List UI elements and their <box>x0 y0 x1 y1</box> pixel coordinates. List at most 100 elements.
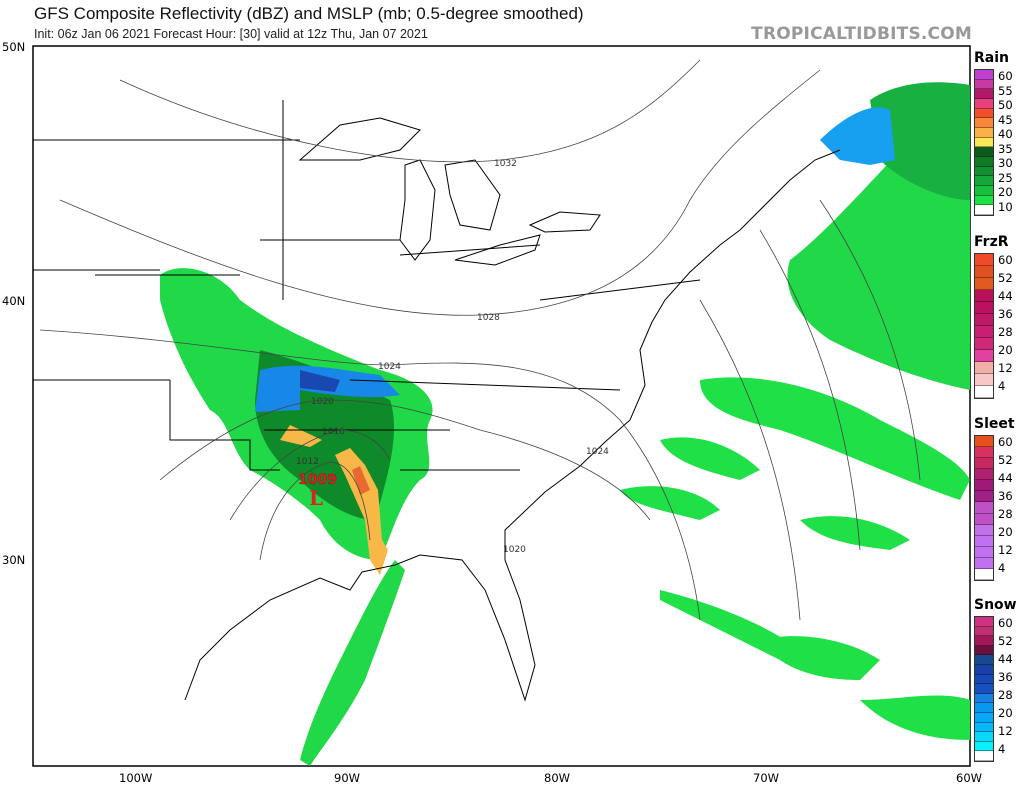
legend-swatch <box>975 137 993 148</box>
legend-swatch <box>975 186 993 196</box>
coastlines-and-borders <box>33 100 841 702</box>
lat-label: 30N <box>2 553 26 567</box>
legend-value: 20 <box>998 185 1013 199</box>
legend-swatch <box>975 664 993 675</box>
legend-value: 60 <box>998 69 1013 83</box>
lon-label: 80W <box>544 771 571 785</box>
legend-swatch <box>975 157 993 167</box>
lat-label: 50N <box>2 40 26 54</box>
legend-value: 44 <box>998 289 1013 303</box>
legend-value: 30 <box>998 156 1013 170</box>
legend-swatch <box>975 108 993 119</box>
legend-swatch <box>975 480 993 492</box>
legend-value: 60 <box>998 616 1013 630</box>
legend-color-bar <box>974 616 994 762</box>
legend-swatch <box>975 684 993 694</box>
legend-value: 28 <box>998 325 1013 339</box>
legend-swatch <box>975 266 993 278</box>
legend-value: 52 <box>998 634 1013 648</box>
map-title: GFS Composite Reflectivity (dBZ) and MSL… <box>34 4 584 23</box>
isobar-label: 1032 <box>494 159 517 169</box>
legend-title: Rain <box>974 50 1009 66</box>
legend-swatch <box>975 128 993 138</box>
legend-value: 52 <box>998 453 1013 467</box>
legend-value: 12 <box>998 543 1013 557</box>
legend-swatch <box>975 70 993 80</box>
legend-value: 28 <box>998 688 1013 702</box>
isobar-label: 1024 <box>586 447 609 457</box>
isobar-label: 1028 <box>477 313 500 323</box>
legend-swatch <box>975 557 993 569</box>
legend-swatch <box>975 176 993 187</box>
legend-value: 12 <box>998 361 1013 375</box>
site-watermark: TROPICALTIDBITS.COM <box>751 24 972 44</box>
legend-swatch <box>975 278 993 290</box>
lon-label: 60W <box>956 771 983 785</box>
legend-swatch <box>975 703 993 713</box>
legend-swatch <box>975 447 993 459</box>
legend-swatch <box>975 513 993 525</box>
snow-legend: Snow 60 52 44 36 28 20 12 4 <box>972 597 1024 762</box>
legend-swatch <box>975 751 993 761</box>
legend-value: 28 <box>998 507 1013 521</box>
legend-swatch <box>975 535 993 547</box>
legend-value: 60 <box>998 435 1013 449</box>
legend-swatch <box>975 722 993 733</box>
legend-value: 40 <box>998 127 1013 141</box>
legend-value: 25 <box>998 170 1013 185</box>
legend-swatch <box>975 436 993 448</box>
legend-swatch <box>975 617 993 627</box>
low-pressure-symbol: L <box>309 486 323 510</box>
rain-legend: Rain 60 55 50 45 40 35 30 25 20 10 <box>972 50 1024 216</box>
legend-value: 35 <box>998 141 1013 156</box>
legend-swatch <box>975 674 993 685</box>
legend-swatch <box>975 546 993 558</box>
legend-value: 44 <box>998 652 1013 666</box>
lon-label: 70W <box>753 771 780 785</box>
legend-swatch <box>975 195 993 206</box>
isobars <box>39 59 921 621</box>
legend-swatch <box>975 502 993 514</box>
precip-gulf-band <box>300 560 405 766</box>
legend-swatch <box>975 741 993 752</box>
legend-swatch <box>975 147 993 158</box>
lon-label: 100W <box>119 771 153 785</box>
legend-value: 4 <box>998 379 1006 393</box>
map-subtitle: Init: 06z Jan 06 2021 Forecast Hour: [30… <box>34 27 428 41</box>
legend-color-bar <box>974 253 994 399</box>
lon-label: 90W <box>334 771 361 785</box>
isobar-label: 1016 <box>322 427 345 437</box>
legend-swatch <box>975 645 993 656</box>
legend-value: 20 <box>998 525 1013 539</box>
legend-swatch <box>975 326 993 338</box>
legend-title: FrzR <box>974 234 1009 250</box>
lat-label: 40N <box>2 294 26 308</box>
legend-swatch <box>975 205 993 216</box>
legend-swatch <box>975 79 993 90</box>
legend-swatch <box>975 314 993 326</box>
legend-swatch <box>975 626 993 637</box>
freezing-rain-legend: FrzR 60 52 44 36 28 20 12 4 <box>972 234 1024 399</box>
mix-heavy <box>352 466 370 495</box>
legend-swatch <box>975 491 993 503</box>
legend-color-bar <box>974 69 994 216</box>
isobar-label: 1012 <box>296 457 319 467</box>
legend-title: Sleet <box>974 416 1015 432</box>
isobar-label: 1020 <box>503 545 526 555</box>
legend-value: 50 <box>998 98 1013 112</box>
legend-swatch <box>975 350 993 362</box>
legend-title: Snow <box>974 597 1017 613</box>
legend-value: 20 <box>998 706 1013 720</box>
legend-swatch <box>975 693 993 704</box>
isobar-label: 1024 <box>378 362 401 372</box>
legend-value: 52 <box>998 271 1013 285</box>
legend-value: 10 <box>998 199 1013 214</box>
legend-swatch <box>975 374 993 386</box>
legend-swatch <box>975 166 993 177</box>
legend-swatch <box>975 362 993 374</box>
legend-swatch <box>975 469 993 481</box>
legend-swatch <box>975 99 993 109</box>
legend-value: 55 <box>998 83 1013 98</box>
legend-swatch <box>975 338 993 350</box>
